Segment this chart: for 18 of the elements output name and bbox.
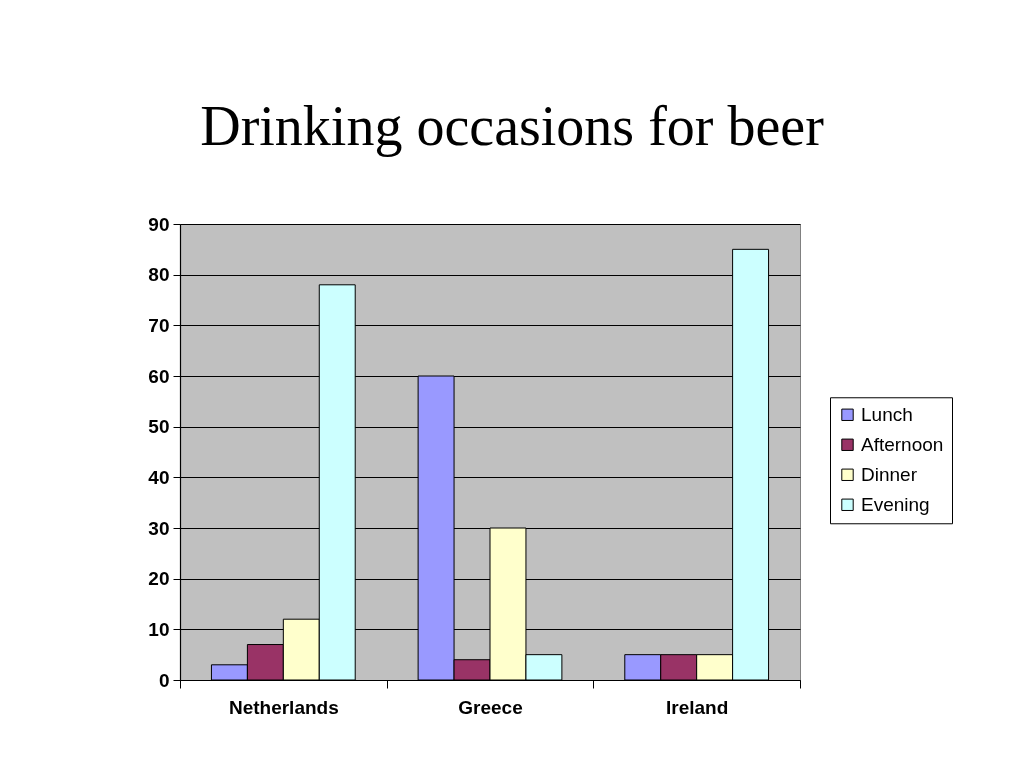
y-tick-label: 0	[158, 669, 170, 691]
y-tick-label: 90	[148, 213, 170, 235]
y-tick-label: 10	[148, 618, 170, 640]
y-tick-label: 30	[148, 517, 170, 539]
legend-label: Lunch	[861, 403, 913, 425]
x-tick-label: Ireland	[666, 696, 729, 718]
x-tick-label: Greece	[458, 696, 523, 718]
legend-label: Dinner	[861, 463, 918, 485]
x-tick-label: Netherlands	[228, 696, 339, 718]
y-tick-label: 20	[148, 568, 170, 590]
y-tick-label: 40	[148, 466, 170, 488]
y-tick-label: 50	[148, 416, 170, 438]
legend-label: Evening	[861, 493, 930, 515]
y-tick-label: 70	[148, 314, 170, 336]
chart-title: Drinking occasions for beer	[200, 95, 825, 157]
y-tick-label: 60	[148, 365, 170, 387]
legend-label: Afternoon	[861, 433, 944, 455]
y-tick-label: 80	[148, 264, 170, 286]
